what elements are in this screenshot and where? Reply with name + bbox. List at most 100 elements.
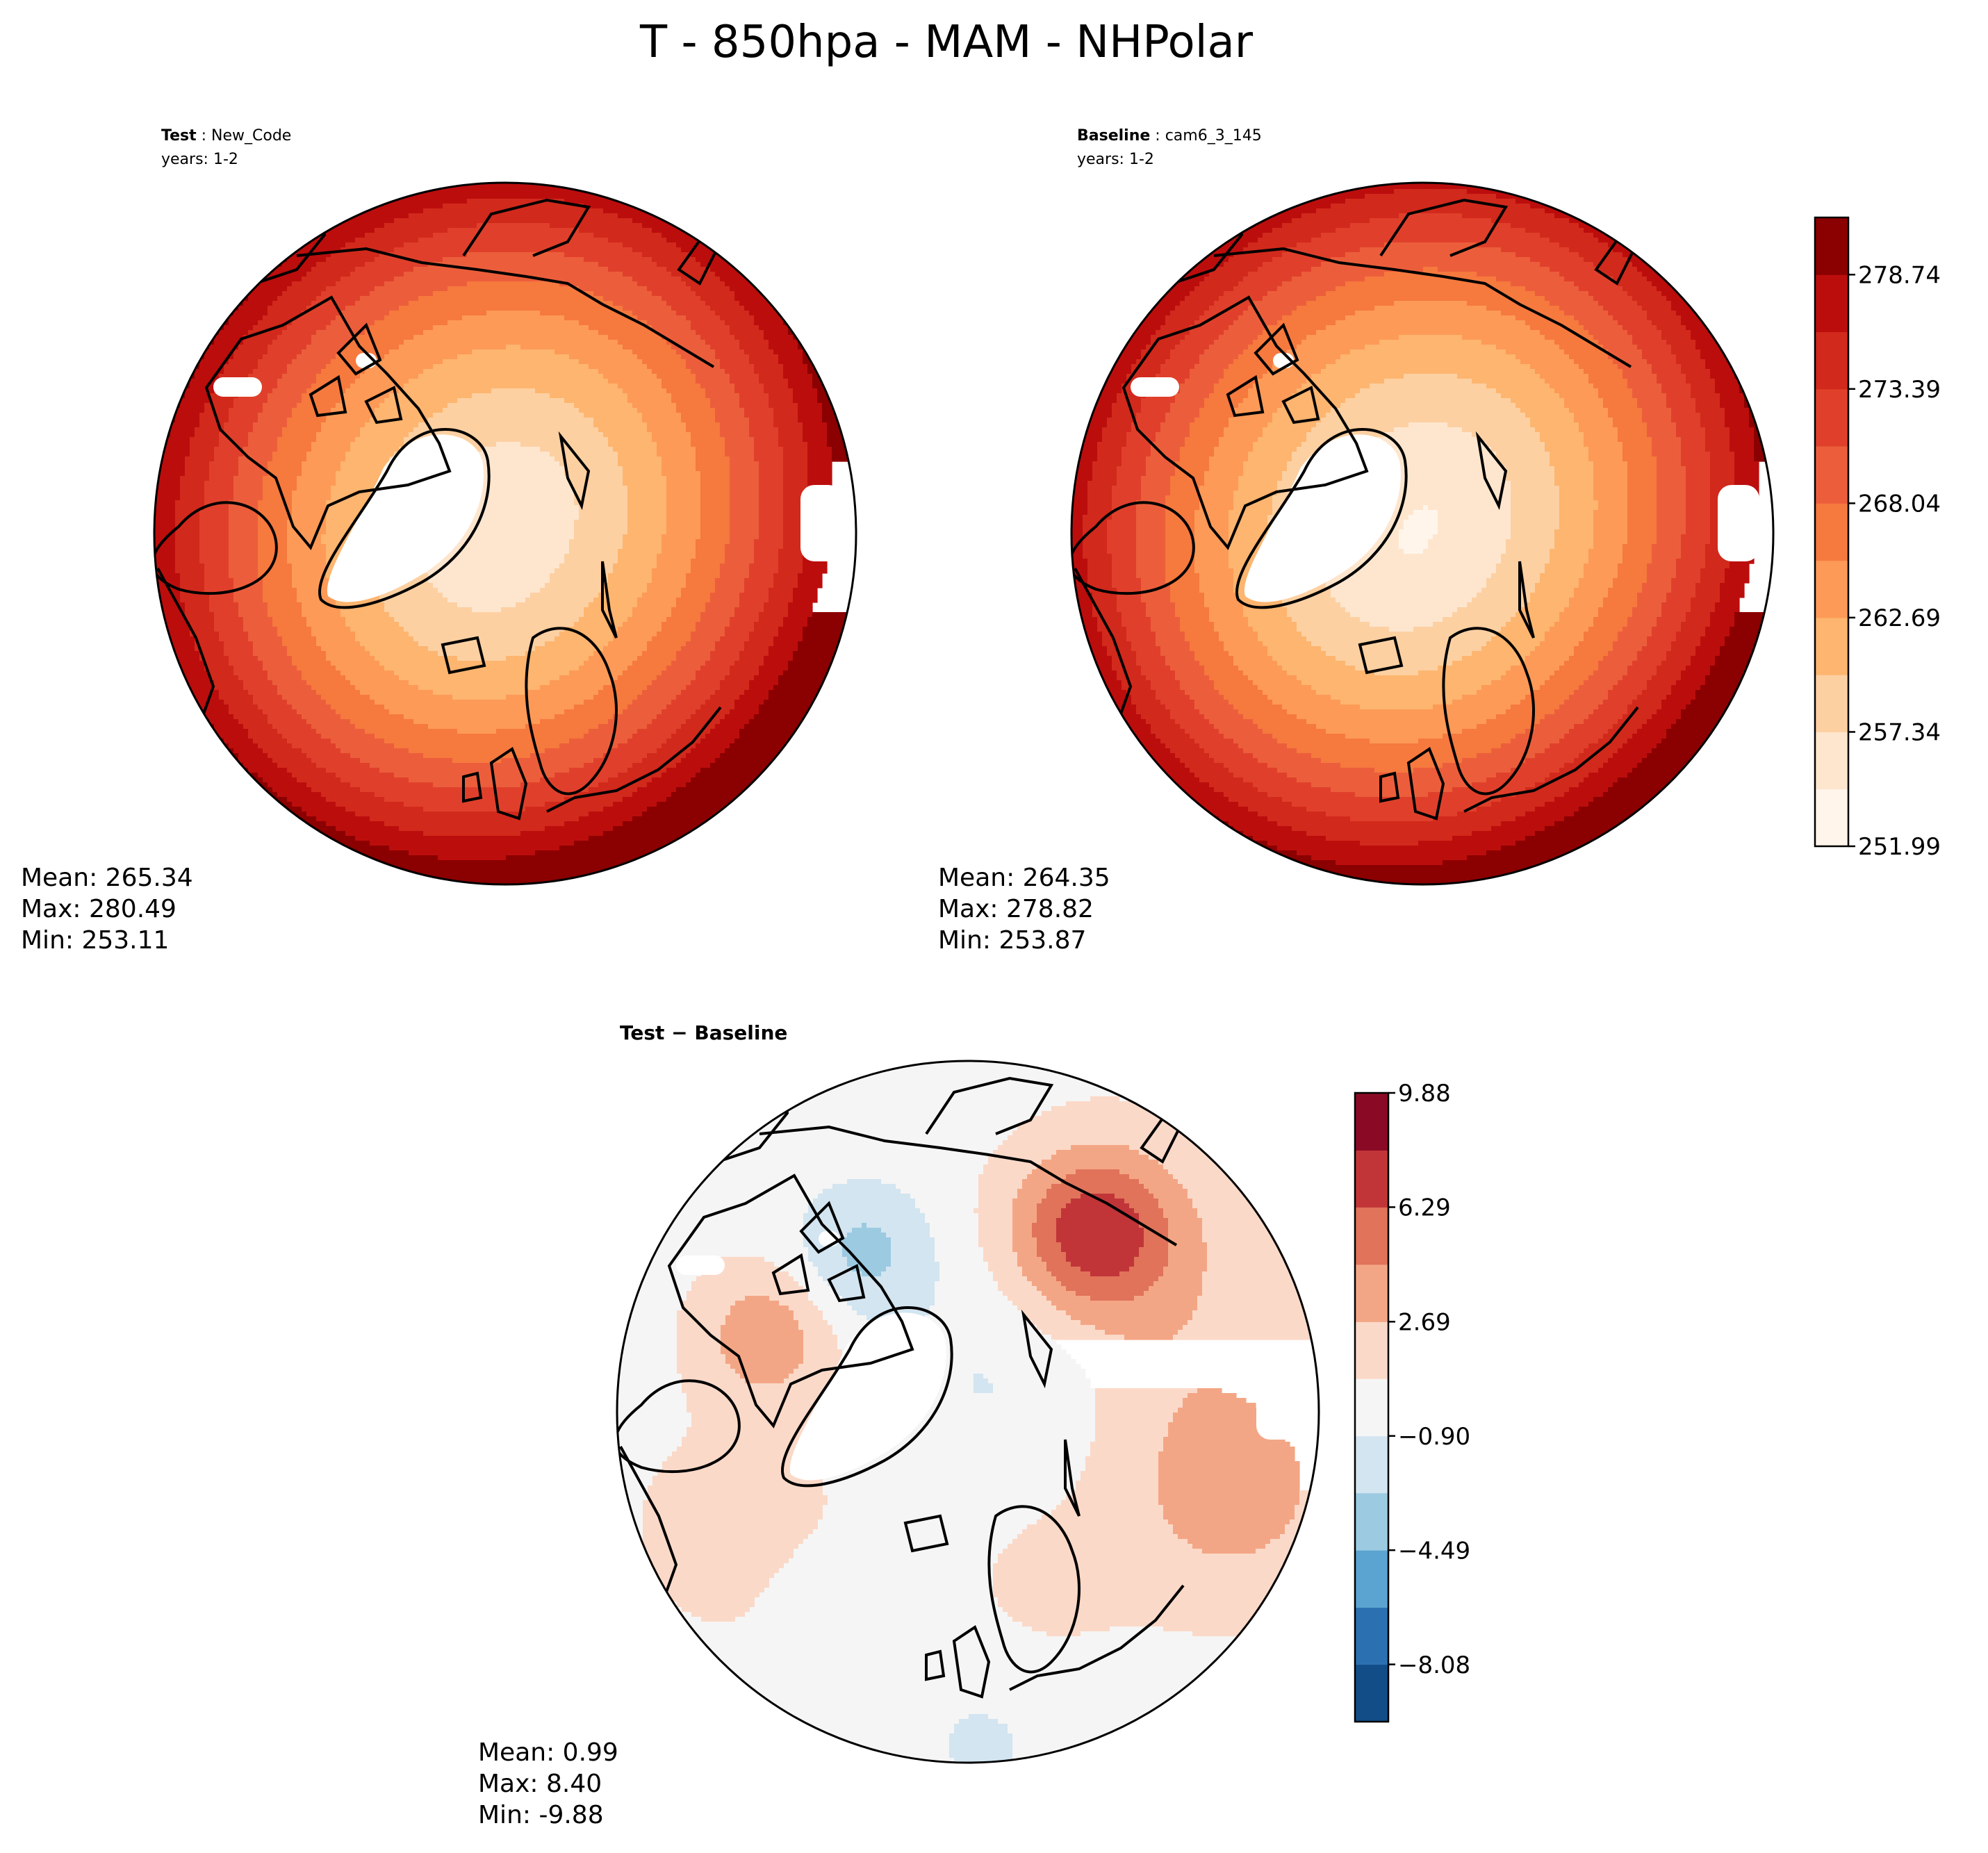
contour-cell	[1652, 675, 1682, 681]
contour-cell	[686, 573, 721, 579]
contour-cell	[1175, 612, 1210, 618]
contour-cell	[1554, 797, 1594, 802]
contour-cell	[769, 345, 798, 350]
contour-cell	[720, 636, 750, 642]
contour-cell	[1263, 330, 1317, 336]
contour-cell	[764, 602, 789, 608]
contour-cell	[311, 627, 351, 632]
contour-cell	[1462, 335, 1545, 340]
contour-cell	[306, 306, 346, 311]
contour-cell	[1710, 320, 1716, 326]
contour-cell	[1297, 675, 1502, 681]
contour-cell	[199, 525, 229, 530]
contour-cell	[297, 598, 336, 603]
contour-cell	[1525, 729, 1570, 734]
contour-cell	[632, 607, 672, 613]
contour-cell	[720, 568, 750, 574]
contour-cell	[764, 1257, 809, 1262]
contour-cell	[676, 403, 711, 409]
contour-cell	[1462, 695, 1526, 700]
contour-cell	[165, 646, 171, 652]
contour-cell	[1263, 432, 1307, 438]
colorbar-segment	[1355, 1550, 1388, 1608]
contour-cell	[1071, 525, 1083, 530]
contour-cell	[1165, 495, 1200, 501]
contour-cell	[1263, 213, 1302, 219]
contour-cell	[1170, 486, 1200, 491]
contour-cell	[1126, 729, 1151, 734]
contour-cell	[1681, 539, 1711, 545]
contour-cell	[623, 709, 662, 715]
contour-cell	[321, 734, 375, 739]
contour-cell	[268, 675, 302, 681]
contour-cell	[238, 471, 268, 477]
contour-cell	[1194, 286, 1234, 292]
contour-cell	[282, 636, 317, 642]
contour-cell	[1370, 218, 1492, 224]
contour-cell	[1720, 403, 1745, 409]
contour-cell	[1151, 442, 1185, 447]
contour-cell	[652, 1476, 823, 1481]
contour-cell	[818, 1427, 1096, 1433]
contour-cell	[1365, 442, 1487, 447]
contour-cell	[1151, 763, 1185, 768]
contour-cell	[340, 607, 385, 613]
contour-cell	[813, 1437, 1096, 1442]
contour-cell	[306, 782, 351, 788]
contour-cell	[1207, 1267, 1295, 1272]
contour-cell	[1671, 408, 1696, 413]
contour-cell	[1520, 408, 1570, 413]
contour-cell	[1117, 588, 1142, 593]
contour-cell	[1168, 1218, 1203, 1224]
contour-cell	[754, 549, 779, 554]
contour-cell	[1564, 661, 1599, 666]
contour-cell	[1525, 286, 1579, 292]
contour-cell	[710, 267, 745, 272]
contour-cell	[1666, 598, 1691, 603]
contour-cell	[1389, 627, 1414, 632]
contour-cell	[1141, 598, 1171, 603]
contour-cell	[1593, 670, 1628, 676]
contour-cell	[710, 695, 740, 700]
contour-cell	[769, 651, 794, 657]
contour-cell	[710, 398, 740, 404]
contour-cell	[643, 1558, 648, 1564]
contour-cell	[623, 544, 662, 550]
contour-cell	[700, 520, 730, 525]
contour-cell	[603, 807, 648, 812]
contour-cell	[1584, 432, 1618, 438]
contour-cell	[1253, 627, 1297, 632]
colorbar-segment	[1815, 446, 1848, 504]
contour-cell	[1321, 573, 1492, 579]
contour-cell	[258, 505, 293, 511]
contour-cell	[375, 700, 584, 705]
contour-cell	[1627, 476, 1657, 481]
contour-cell	[1003, 1140, 1208, 1146]
contour-cell	[1491, 748, 1545, 754]
contour-cell	[1657, 476, 1686, 481]
contour-cell	[759, 471, 784, 477]
contour-cell	[1413, 768, 1511, 773]
contour-cell	[754, 544, 784, 550]
contour-cell	[297, 354, 336, 360]
contour-cell	[832, 1398, 1096, 1403]
contour-cell	[1144, 1184, 1183, 1189]
contour-cell	[1309, 1310, 1315, 1316]
contour-cell	[545, 802, 614, 807]
contour-cell	[1209, 719, 1254, 725]
contour-cell	[974, 1378, 989, 1384]
contour-cell	[579, 359, 643, 365]
contour-cell	[935, 1301, 1013, 1306]
contour-cell	[340, 461, 390, 467]
contour-cell	[1008, 1296, 1047, 1301]
contour-cell	[648, 1252, 809, 1258]
contour-cell	[657, 262, 701, 267]
contour-cell	[1090, 1271, 1120, 1277]
contour-cell	[199, 559, 229, 564]
contour-cell	[1175, 466, 1210, 472]
colorbar-segment	[1815, 388, 1848, 447]
contour-cell	[384, 821, 565, 827]
contour-cell	[1632, 768, 1696, 773]
contour-cell	[1243, 777, 1297, 783]
contour-cell	[1253, 680, 1302, 686]
